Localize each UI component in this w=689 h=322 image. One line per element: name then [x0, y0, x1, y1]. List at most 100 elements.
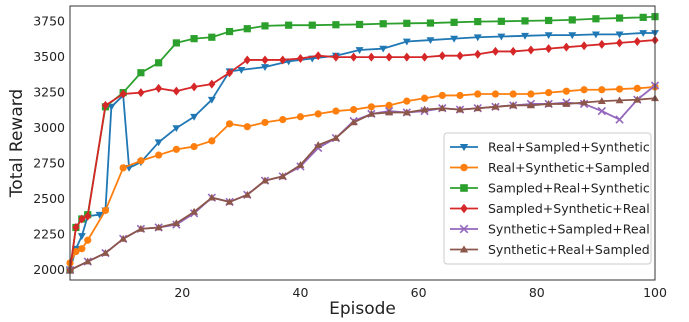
- data-point: [597, 106, 606, 116]
- data-point: [225, 27, 234, 36]
- data-point: [207, 193, 216, 201]
- data-point: [474, 90, 482, 98]
- data-point: [83, 257, 92, 265]
- data-point: [237, 67, 246, 74]
- data-point: [136, 224, 145, 232]
- data-point: [403, 97, 411, 105]
- data-point: [592, 15, 600, 23]
- data-point: [385, 52, 393, 62]
- y-tick-label: 2750: [33, 156, 65, 171]
- data-point: [137, 88, 145, 98]
- data-point: [208, 33, 216, 41]
- data-point: [402, 38, 411, 46]
- data-point: [190, 113, 199, 121]
- data-point: [426, 19, 435, 27]
- data-point: [155, 83, 163, 93]
- x-axis-label: Episode: [329, 299, 396, 319]
- data-point: [243, 25, 251, 33]
- y-axis-label: Total Reward: [7, 89, 27, 198]
- y-tick-label: 3500: [33, 49, 65, 64]
- data-point: [473, 34, 482, 42]
- legend-label: Real+Sampled+Synthetic: [488, 140, 650, 155]
- data-point: [243, 123, 251, 131]
- legend-item: Sampled+Synthetic+Real: [450, 201, 650, 216]
- legend: Real+Sampled+Synthetic Real+Synthetic+Sam…: [443, 132, 652, 265]
- data-point: [591, 31, 600, 39]
- data-point: [137, 157, 145, 165]
- data-point: [190, 207, 199, 215]
- data-point: [379, 20, 387, 28]
- data-point: [615, 96, 624, 104]
- data-point: [172, 125, 181, 133]
- data-point: [84, 236, 92, 244]
- data-point: [450, 18, 458, 26]
- legend-swatch-marker: [460, 163, 468, 172]
- data-point: [526, 101, 535, 109]
- legend-item: Synthetic+Real+Sampled: [450, 242, 650, 257]
- data-point: [77, 233, 86, 240]
- data-point: [107, 103, 116, 111]
- legend-swatch-marker: [459, 245, 469, 253]
- data-point: [172, 86, 180, 96]
- data-point: [580, 98, 589, 106]
- data-point: [314, 51, 322, 61]
- data-point: [580, 86, 588, 94]
- data-point: [633, 95, 642, 103]
- data-point: [456, 91, 464, 100]
- x-tick-label: 40: [293, 285, 309, 300]
- data-point: [332, 21, 340, 29]
- data-point: [545, 44, 553, 54]
- data-point: [349, 118, 358, 126]
- data-point: [562, 99, 571, 107]
- data-point: [350, 52, 358, 62]
- data-point: [355, 47, 364, 54]
- x-tick-label: 100: [643, 285, 667, 300]
- data-point: [243, 55, 251, 65]
- series-layer: [65, 13, 660, 275]
- data-point: [190, 35, 198, 43]
- data-point: [78, 245, 86, 253]
- data-point: [285, 21, 293, 29]
- data-point: [278, 172, 287, 180]
- data-point: [438, 51, 446, 61]
- data-point: [385, 101, 393, 109]
- tick-layer: 20 40 60 80 100 2000 2250 2500 2750 3000 3250 3500 3…: [33, 14, 667, 300]
- legend-box: [443, 132, 652, 265]
- series-1: [66, 30, 659, 275]
- y-tick-label: 2000: [33, 262, 65, 277]
- x-tick-label: 80: [529, 285, 545, 300]
- data-point: [296, 54, 305, 64]
- data-point: [190, 82, 198, 92]
- legend-swatch-marker: [460, 184, 468, 192]
- series-line: [69, 97, 656, 271]
- data-point: [509, 90, 517, 98]
- data-point: [598, 86, 606, 94]
- data-point: [420, 94, 429, 102]
- legend-label: Sampled+Synthetic+Real: [488, 201, 650, 216]
- data-point: [331, 134, 340, 141]
- data-point: [474, 49, 482, 59]
- data-point: [509, 101, 518, 109]
- data-point: [420, 52, 429, 62]
- data-point: [420, 105, 429, 113]
- data-point: [314, 141, 323, 149]
- data-point: [615, 85, 624, 93]
- series-line: [69, 32, 655, 271]
- data-point: [207, 96, 216, 104]
- data-point: [633, 84, 641, 92]
- plot-frame: [69, 5, 656, 281]
- data-point: [101, 249, 110, 256]
- data-point: [155, 151, 163, 159]
- data-point: [84, 211, 92, 221]
- data-point: [190, 142, 198, 151]
- series-4: [66, 35, 659, 275]
- legend-label: Real+Synthetic+Sampled: [488, 160, 650, 175]
- data-point: [562, 87, 570, 95]
- data-point: [438, 91, 446, 100]
- data-point: [456, 105, 464, 113]
- y-tick-label: 3750: [33, 14, 65, 29]
- y-tick-label: 3000: [33, 120, 65, 135]
- data-point: [78, 214, 86, 224]
